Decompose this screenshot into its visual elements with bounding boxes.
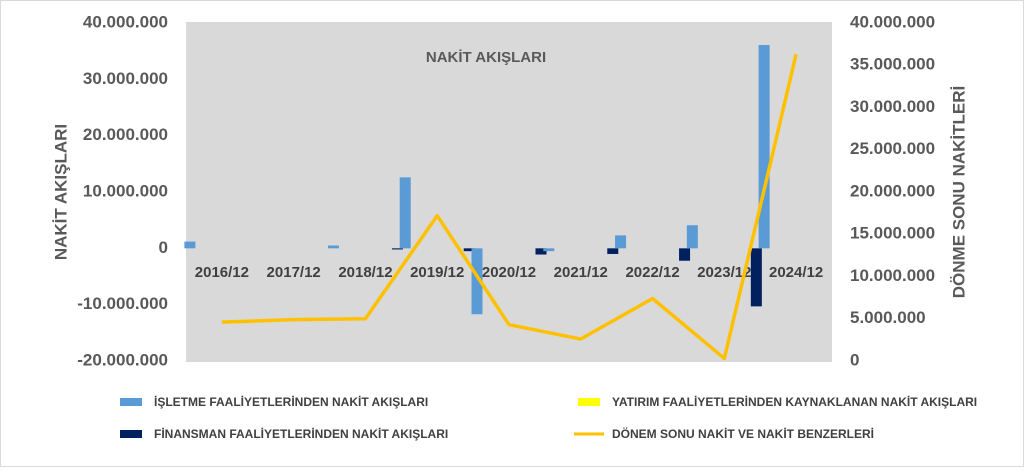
y2-tick-label: 15.000.000 xyxy=(850,224,935,243)
y2-tick-label: 10.000.000 xyxy=(850,266,935,285)
chart-title: NAKİT AKIŞLARI xyxy=(426,49,546,66)
y-tick-label: -20.000.000 xyxy=(77,350,168,369)
x-tick-label: 2017/12 xyxy=(267,264,321,281)
bar xyxy=(463,248,475,252)
y-tick-label: 0 xyxy=(159,238,168,257)
y2-tick-label: 5.000.000 xyxy=(850,308,926,327)
bar xyxy=(686,225,698,249)
y2-axis-title: DÖNME SONU NAKİTLERİ xyxy=(949,86,968,299)
line-series xyxy=(221,53,798,361)
legend-label: YATIRIM FAALİYETLERİNDEN KAYNAKLANAN NAK… xyxy=(612,394,977,409)
legend-swatch xyxy=(120,430,142,438)
x-tick-label: 2023/12 xyxy=(697,264,751,281)
y2-tick-label: 35.000.000 xyxy=(850,55,935,74)
bar xyxy=(607,248,619,254)
y-tick-label: 10.000.000 xyxy=(83,181,168,200)
bar xyxy=(535,248,547,255)
plot-area xyxy=(186,22,832,362)
bar xyxy=(391,248,403,250)
y-tick-label: 40.000.000 xyxy=(83,12,168,31)
y2-tick-label: 30.000.000 xyxy=(850,97,935,116)
legend-label: FİNANSMAN FAALİYETLERİNDEN NAKİT AKIŞLAR… xyxy=(154,426,448,441)
x-tick-label: 2021/12 xyxy=(554,264,608,281)
bar xyxy=(758,44,770,249)
y-tick-label: 20.000.000 xyxy=(83,125,168,144)
x-tick-label: 2022/12 xyxy=(625,264,679,281)
bar xyxy=(471,248,483,315)
x-tick-label: 2016/12 xyxy=(195,264,249,281)
legend-swatch xyxy=(578,398,600,406)
legend-swatch xyxy=(120,398,142,406)
bar xyxy=(399,177,411,249)
y-tick-label: -10.000.000 xyxy=(77,294,168,313)
bar xyxy=(543,248,555,252)
y-tick-label: 30.000.000 xyxy=(83,69,168,88)
legend-label: İŞLETME FAALİYETLERİNDEN NAKİT AKIŞLARI xyxy=(154,394,428,409)
y2-tick-label: 20.000.000 xyxy=(850,181,935,200)
bar xyxy=(679,248,691,261)
x-tick-label: 2020/12 xyxy=(482,264,536,281)
x-tick-label: 2019/12 xyxy=(410,264,464,281)
y2-tick-label: 40.000.000 xyxy=(850,12,935,31)
bar xyxy=(184,241,196,249)
legend-label: DÖNEM SONU NAKİT VE NAKİT BENZERLERİ xyxy=(612,426,874,441)
y2-tick-label: 25.000.000 xyxy=(850,139,935,158)
x-tick-label: 2018/12 xyxy=(338,264,392,281)
x-tick-label: 2024/12 xyxy=(769,264,823,281)
bar xyxy=(615,235,627,249)
bar xyxy=(750,248,762,307)
y-axis-title: NAKİT AKIŞLARI xyxy=(51,124,70,260)
bar xyxy=(327,245,339,249)
y2-tick-label: 0 xyxy=(850,350,859,369)
